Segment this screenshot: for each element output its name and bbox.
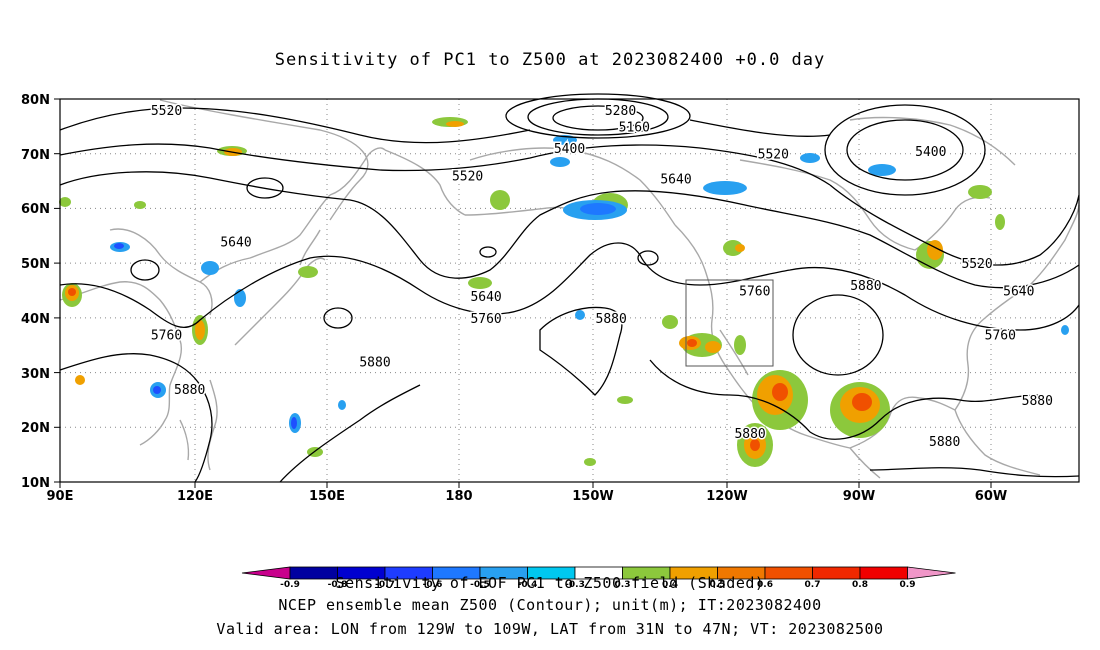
lat-label: 20N bbox=[21, 421, 50, 436]
contour-label: 5400 bbox=[915, 145, 946, 160]
contour-label: 5640 bbox=[1003, 285, 1034, 300]
sensitivity-shading bbox=[59, 117, 1069, 467]
lon-label: 120E bbox=[177, 489, 213, 504]
colorbar-tick-label: -0.9 bbox=[280, 580, 300, 590]
contour-label: 5880 bbox=[596, 312, 627, 327]
contour-label: 5520 bbox=[961, 257, 992, 272]
colorbar-tick-label: 0.9 bbox=[900, 580, 916, 590]
lon-label: 180 bbox=[445, 489, 472, 504]
contour-label: 5880 bbox=[359, 356, 390, 371]
contour-label: 5760 bbox=[151, 328, 182, 343]
colorbar-segment bbox=[907, 566, 956, 580]
colorbar-tick-label: -0.5 bbox=[470, 580, 490, 590]
contour-label: 5640 bbox=[660, 172, 691, 187]
contour-label: 5160 bbox=[619, 120, 650, 135]
colorbar-tick-label: -0.7 bbox=[375, 580, 395, 590]
lon-label: 150W bbox=[572, 489, 613, 504]
colorbar-tick-label: -0.8 bbox=[328, 580, 348, 590]
z500-contours bbox=[59, 93, 1080, 483]
colorbar-tick-label: -0.6 bbox=[423, 580, 443, 590]
contour-label: 5400 bbox=[554, 142, 585, 157]
map-border bbox=[59, 98, 1080, 483]
colorbar-tick-label: -0.4 bbox=[518, 580, 538, 590]
footer-valid-area: Valid area: LON from 129W to 109W, LAT f… bbox=[216, 620, 884, 638]
axis-ticks bbox=[54, 98, 992, 488]
contour-label: 5880 bbox=[174, 383, 205, 398]
contour-label: 5760 bbox=[985, 328, 1016, 343]
lat-label: 30N bbox=[21, 367, 50, 382]
lon-label: 120W bbox=[706, 489, 747, 504]
chart-title: Sensitivity of PC1 to Z500 at 2023082400… bbox=[274, 50, 826, 70]
lon-label: 60W bbox=[975, 489, 1007, 504]
lon-label: 90W bbox=[843, 489, 875, 504]
contour-label: 5880 bbox=[1022, 394, 1053, 409]
contour-label: 5520 bbox=[452, 170, 483, 185]
valid-area-box bbox=[685, 279, 774, 367]
lat-label: 10N bbox=[21, 476, 50, 491]
lat-label: 60N bbox=[21, 202, 50, 217]
contour-label: 5640 bbox=[220, 235, 251, 250]
contour-label: 5880 bbox=[850, 279, 881, 294]
contour-label: 5760 bbox=[739, 285, 770, 300]
colorbar-tick-label: 0.8 bbox=[852, 580, 868, 590]
colorbar-tick-label: 0.4 bbox=[662, 580, 678, 590]
lat-label: 40N bbox=[21, 312, 50, 327]
colorbar-caption: Sensitivity of EOF PC1 to Z500 field (Sh… bbox=[335, 574, 765, 592]
contour-label: 5640 bbox=[470, 290, 501, 305]
contour-label: 5880 bbox=[734, 427, 765, 442]
lon-label: 90E bbox=[47, 489, 74, 504]
axis-labels: 80N 70N 60N 50N 40N 30N 20N 10N 90E 120E… bbox=[21, 93, 1007, 504]
colorbar-tick-label: 0.7 bbox=[805, 580, 821, 590]
colorbar-tick-label: 0.6 bbox=[757, 580, 773, 590]
colorbar-tick-label: 0.3 bbox=[615, 580, 631, 590]
contour-label: 5760 bbox=[470, 312, 501, 327]
colorbar: -0.9 -0.8 -0.7 -0.6 -0.5 -0.4 -0.3 0.3 0.4 0.5 0.6… bbox=[241, 566, 956, 590]
colorbar-tick-label: -0.3 bbox=[565, 580, 585, 590]
lat-label: 50N bbox=[21, 257, 50, 272]
contour-label: 5520 bbox=[758, 148, 789, 163]
footer-model-info: NCEP ensemble mean Z500 (Contour); unit(… bbox=[278, 596, 822, 614]
contour-label: 5280 bbox=[605, 104, 636, 119]
lat-label: 80N bbox=[21, 93, 50, 108]
colorbar-tick-label: 0.5 bbox=[710, 580, 726, 590]
contour-label: 5520 bbox=[151, 104, 182, 119]
lat-label: 70N bbox=[21, 148, 50, 163]
lon-label: 150E bbox=[309, 489, 345, 504]
contour-label: 5880 bbox=[929, 435, 960, 450]
